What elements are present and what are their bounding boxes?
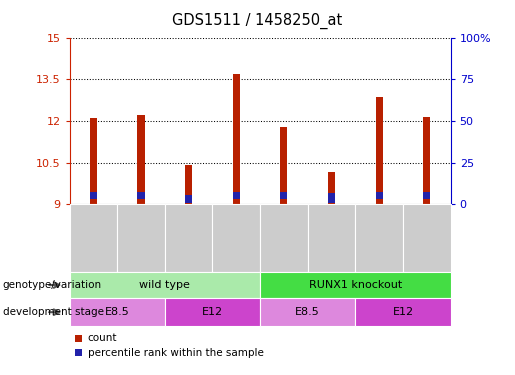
Bar [233, 192, 240, 200]
Bar [280, 127, 287, 204]
Bar [423, 117, 431, 204]
Text: E12: E12 [202, 307, 223, 317]
Text: wild type: wild type [140, 280, 190, 290]
Bar [375, 97, 383, 204]
Text: genotype/variation: genotype/variation [3, 280, 101, 290]
Bar [233, 74, 240, 204]
Text: development stage: development stage [3, 307, 104, 317]
Bar [90, 118, 97, 204]
Bar [375, 192, 383, 200]
Bar [185, 165, 192, 204]
Text: count: count [88, 333, 117, 343]
Text: GDS1511 / 1458250_at: GDS1511 / 1458250_at [173, 13, 342, 29]
Text: RUNX1 knockout: RUNX1 knockout [308, 280, 402, 290]
Bar [138, 192, 145, 200]
Text: E8.5: E8.5 [295, 307, 320, 317]
Bar [328, 171, 335, 204]
Bar [328, 193, 335, 203]
Text: E12: E12 [392, 307, 414, 317]
Text: percentile rank within the sample: percentile rank within the sample [88, 348, 264, 357]
Bar [280, 192, 287, 200]
Text: E8.5: E8.5 [105, 307, 130, 317]
Bar [185, 195, 192, 203]
Bar [90, 192, 97, 200]
Bar [423, 192, 431, 200]
Bar [138, 115, 145, 204]
